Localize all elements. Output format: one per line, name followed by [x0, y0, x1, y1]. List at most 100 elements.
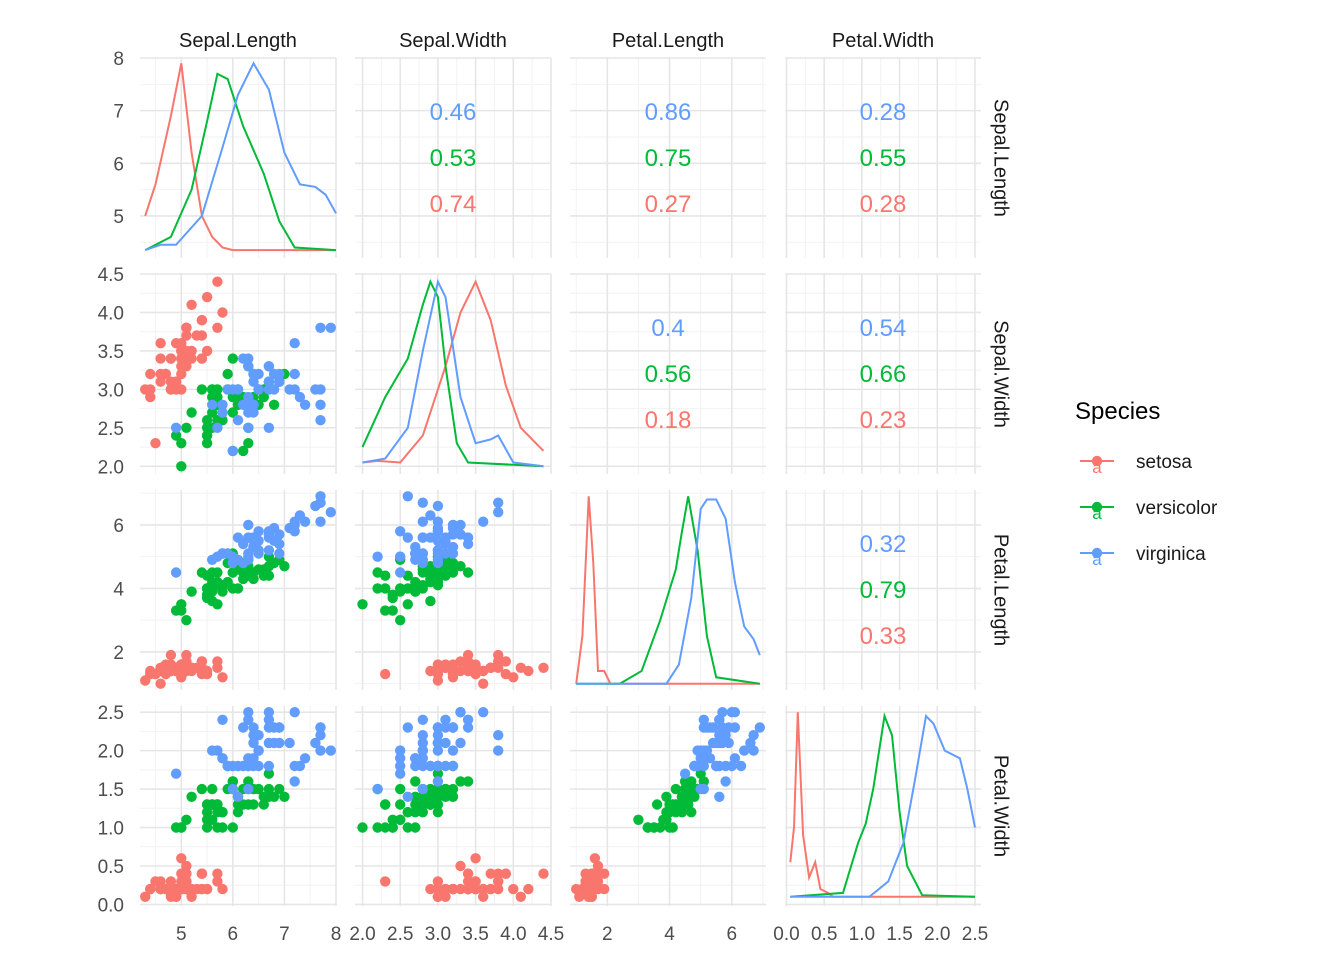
- point-setosa: [212, 276, 223, 287]
- point-versicolor: [201, 415, 213, 426]
- point-versicolor: [176, 438, 187, 449]
- point-versicolor: [455, 776, 466, 787]
- point-virginica: [679, 768, 691, 779]
- density-sepal-length: [144, 61, 337, 252]
- density-line-setosa: [144, 63, 336, 252]
- point-versicolor: [222, 368, 233, 380]
- point-virginica: [284, 737, 295, 749]
- point-virginica: [432, 737, 444, 749]
- correlation-sepal-length-sepal-width: 0.46 0.53 0.74: [430, 99, 477, 218]
- density-line-versicolor: [576, 496, 760, 685]
- x-tick-label: 2.0: [349, 924, 375, 945]
- x-tick-label: 0.5: [811, 924, 837, 945]
- point-virginica: [432, 730, 444, 741]
- point-setosa: [176, 883, 187, 895]
- point-virginica: [315, 399, 326, 410]
- point-setosa: [155, 353, 166, 364]
- point-virginica: [493, 507, 504, 518]
- point-virginica: [689, 760, 700, 772]
- point-versicolor: [425, 799, 436, 810]
- point-versicolor: [395, 814, 406, 825]
- point-versicolor: [655, 822, 666, 833]
- point-virginica: [735, 760, 747, 772]
- point-versicolor: [212, 391, 223, 403]
- point-setosa: [380, 876, 391, 887]
- point-virginica: [170, 567, 182, 578]
- scatter-petal-width-vs-petal-length: [571, 707, 765, 902]
- point-virginica: [440, 737, 451, 749]
- point-virginica: [395, 745, 406, 756]
- corr-value-virginica: 0.86: [645, 99, 692, 126]
- point-virginica: [232, 415, 244, 426]
- point-versicolor: [279, 791, 290, 802]
- point-versicolor: [410, 799, 421, 810]
- point-virginica: [395, 760, 406, 772]
- point-virginica: [243, 519, 254, 531]
- point-setosa: [515, 891, 526, 902]
- x-tick-label: 2.0: [924, 924, 950, 945]
- point-virginica: [395, 526, 406, 537]
- point-versicolor: [181, 615, 192, 626]
- point-virginica: [739, 745, 750, 756]
- point-versicolor: [417, 580, 428, 591]
- point-virginica: [425, 760, 436, 772]
- point-setosa: [165, 876, 177, 887]
- point-versicolor: [196, 783, 208, 795]
- point-setosa: [462, 868, 474, 879]
- panel-sepal-width-petal-width: [785, 273, 981, 474]
- point-versicolor: [387, 822, 398, 833]
- point-setosa: [599, 868, 610, 879]
- point-virginica: [274, 737, 285, 749]
- point-setosa: [145, 384, 156, 395]
- point-versicolor: [201, 822, 213, 833]
- point-setosa: [478, 891, 489, 902]
- point-versicolor: [387, 814, 398, 825]
- point-virginica: [170, 422, 182, 433]
- point-virginica: [263, 529, 275, 540]
- point-setosa: [599, 883, 610, 895]
- point-versicolor: [238, 799, 249, 810]
- point-versicolor: [447, 791, 459, 802]
- point-versicolor: [462, 776, 474, 787]
- point-setosa: [165, 649, 177, 661]
- point-setosa: [500, 868, 511, 879]
- point-setosa: [176, 361, 187, 372]
- correlation-sepal-width-petal-length: 0.4 0.56 0.18: [645, 315, 692, 434]
- point-virginica: [395, 768, 406, 779]
- point-setosa: [155, 665, 166, 677]
- point-versicolor: [201, 592, 213, 604]
- point-setosa: [155, 376, 166, 387]
- point-virginica: [417, 532, 428, 543]
- point-versicolor: [372, 583, 383, 594]
- point-virginica: [217, 407, 228, 418]
- point-versicolor: [432, 783, 444, 795]
- point-versicolor: [425, 573, 436, 585]
- point-setosa: [538, 662, 549, 673]
- column-strip-sepal-length: Sepal.Length: [179, 30, 297, 52]
- y-tick-label: 2: [113, 643, 124, 664]
- point-virginica: [402, 532, 413, 543]
- point-virginica: [315, 415, 326, 426]
- point-setosa: [150, 438, 161, 449]
- y-tick-label: 1.0: [98, 819, 124, 840]
- corr-value-virginica: 0.54: [860, 315, 907, 342]
- point-virginica: [754, 722, 765, 733]
- point-virginica: [289, 368, 300, 380]
- point-virginica: [243, 707, 254, 718]
- point-versicolor: [201, 807, 213, 818]
- point-virginica: [263, 760, 275, 772]
- point-versicolor: [201, 422, 213, 433]
- point-virginica: [248, 760, 259, 772]
- corr-value-versicolor: 0.55: [860, 145, 907, 172]
- correlation-sepal-length-petal-width: 0.28 0.55 0.28: [860, 99, 907, 218]
- point-versicolor: [201, 430, 213, 441]
- point-setosa: [212, 876, 223, 887]
- row-strip-sepal-width: Sepal.Width: [990, 320, 1012, 428]
- point-versicolor: [410, 776, 421, 787]
- point-setosa: [155, 368, 166, 380]
- point-setosa: [150, 876, 161, 887]
- point-versicolor: [410, 807, 421, 818]
- point-setosa: [145, 368, 156, 380]
- point-setosa: [155, 678, 166, 689]
- point-versicolor: [227, 407, 238, 418]
